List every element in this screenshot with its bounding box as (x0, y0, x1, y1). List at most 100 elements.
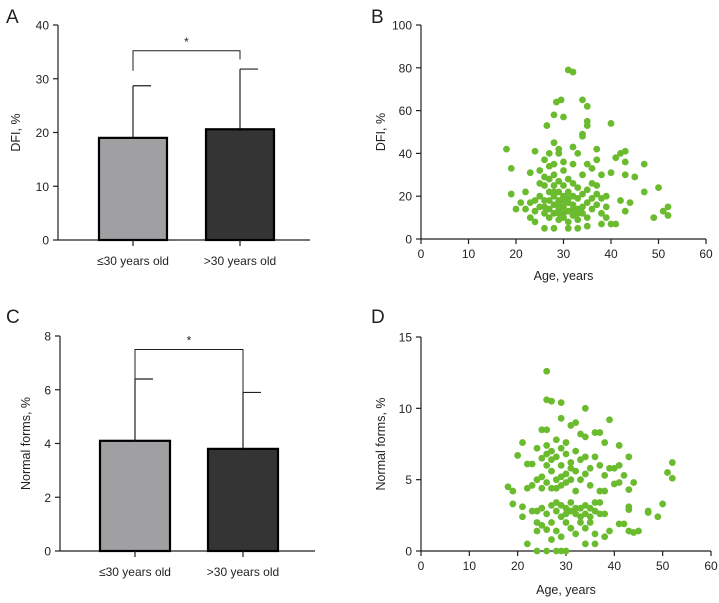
data-point (536, 167, 544, 174)
data-point (606, 416, 613, 424)
data-point (538, 454, 546, 462)
data-point (567, 459, 575, 466)
data-point (523, 484, 531, 492)
data-point (596, 499, 604, 506)
x-category-label: ≤30 years old (97, 254, 169, 268)
data-point (562, 519, 570, 526)
data-point (533, 527, 541, 535)
data-point (538, 504, 546, 512)
data-point (533, 444, 541, 452)
data-point (533, 547, 541, 555)
data-point (596, 462, 604, 469)
data-point (602, 203, 610, 211)
y-tick-label: 0 (42, 234, 49, 248)
data-point (543, 426, 551, 434)
y-tick-label: 20 (36, 126, 50, 140)
data-point (607, 220, 615, 228)
data-point (574, 194, 582, 202)
data-point (596, 510, 604, 518)
data-point (579, 132, 586, 140)
y-tick-label: 30 (36, 72, 50, 86)
data-point (557, 444, 565, 452)
data-point (555, 188, 563, 196)
data-point (567, 524, 575, 532)
data-point (579, 171, 586, 179)
y-tick-label: 0 (405, 545, 412, 559)
data-point (555, 177, 563, 185)
data-point (550, 139, 558, 147)
data-point (560, 167, 567, 174)
data-point (655, 184, 662, 192)
data-point (650, 214, 658, 222)
data-point (572, 487, 580, 495)
data-point (509, 500, 517, 508)
data-point (574, 224, 582, 232)
data-point (543, 462, 551, 469)
data-point (548, 397, 555, 405)
data-point (601, 510, 609, 518)
data-point (581, 404, 589, 412)
y-axis-label: Normal forms, % (374, 397, 388, 490)
panel-a-bar-chart: A 0 10 20 30 40 DFI, % ≤30 years old >30 years o… (6, 7, 310, 268)
data-point (541, 224, 548, 232)
y-axis-label: Normal forms, % (19, 397, 33, 490)
data-point (514, 452, 522, 459)
data-point (550, 224, 558, 232)
y-tick-label: 4 (44, 437, 51, 451)
data-point (615, 520, 623, 528)
data-point (503, 145, 510, 153)
data-point (640, 160, 648, 168)
data-point (557, 533, 565, 541)
data-point (664, 203, 672, 211)
data-point (581, 470, 589, 478)
data-point (528, 460, 536, 468)
y-tick-label: 15 (399, 331, 413, 345)
data-point (557, 399, 565, 407)
data-point (564, 218, 572, 226)
data-point (654, 513, 662, 521)
data-point (548, 519, 555, 526)
x-tick-label: 10 (463, 559, 477, 573)
data-point (550, 171, 558, 179)
data-point (543, 367, 551, 375)
data-point (664, 469, 671, 476)
x-category-label: >30 years old (204, 254, 276, 268)
y-tick-label: 6 (44, 383, 51, 397)
data-point (588, 205, 596, 213)
data-point (560, 158, 567, 166)
data-point (541, 203, 548, 211)
y-tick-label: 0 (44, 545, 51, 559)
data-point (593, 201, 601, 209)
data-point (581, 524, 589, 532)
data-point (507, 164, 515, 172)
data-point (533, 519, 541, 526)
data-point (593, 182, 601, 189)
data-point (531, 218, 539, 226)
data-point (526, 199, 534, 207)
data-point (626, 199, 634, 207)
x-axis-label: Age, years (534, 269, 594, 283)
data-point (557, 414, 565, 422)
data-point (625, 453, 633, 461)
data-point (552, 527, 560, 535)
x-tick-label: 50 (656, 559, 670, 573)
panel-b-scatter-plot: B 0 20 40 60 80 100 DFI, % 0 10 20 30 40 50 60 Age, yea… (371, 7, 713, 283)
data-point (583, 102, 591, 110)
data-point (612, 154, 620, 162)
data-point (621, 158, 629, 166)
data-point (581, 540, 589, 548)
data-point (596, 487, 604, 495)
data-point (548, 456, 555, 464)
data-point (545, 188, 553, 196)
x-tick-label: 60 (699, 247, 713, 261)
data-point (557, 501, 565, 509)
y-tick-label: 80 (399, 61, 413, 75)
data-point (538, 426, 546, 434)
data-point (621, 171, 629, 179)
data-point (528, 507, 536, 515)
y-tick-label: 40 (399, 147, 413, 161)
x-tick-label: 20 (511, 559, 525, 573)
data-point (591, 540, 599, 548)
data-point (522, 188, 529, 196)
data-point (557, 462, 565, 469)
